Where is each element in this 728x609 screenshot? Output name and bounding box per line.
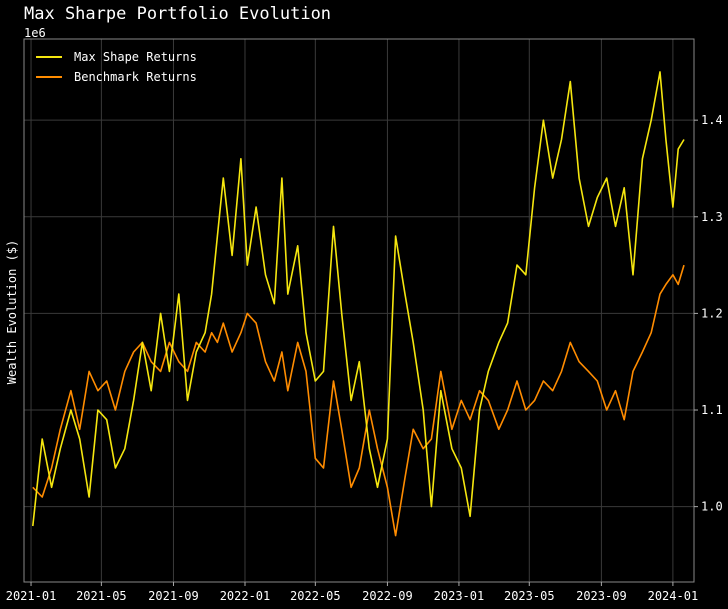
plot-frame (23, 38, 695, 583)
y-tick-label: 1.0 (701, 500, 723, 514)
y-tick-label: 1.1 (701, 403, 723, 417)
legend-label: Benchmark Returns (74, 70, 197, 84)
x-tick-label: 2021-05 (76, 589, 127, 603)
x-tick-label: 2022-01 (220, 589, 271, 603)
x-tick-label: 2022-05 (290, 589, 341, 603)
x-axis: 2021-01 2021-05 2021-09 2022-01 2022-05 2022-… (6, 582, 698, 603)
x-tick-label: 2021-01 (6, 589, 57, 603)
x-tick-label: 2023-09 (576, 589, 627, 603)
series-layer (32, 71, 685, 537)
x-tick-label: 2023-01 (434, 589, 485, 603)
x-tick-label: 2021-09 (148, 589, 199, 603)
y-tick-label: 1.2 (701, 306, 723, 320)
y-offset-label: 1e6 (24, 26, 46, 40)
x-tick-label: 2023-05 (504, 589, 555, 603)
x-tick-label: 2024-01 (648, 589, 699, 603)
chart-title: Max Sharpe Portfolio Evolution (24, 4, 332, 24)
series-line-max-shape-returns (32, 71, 685, 527)
y-axis: 1.0 1.1 1.2 1.3 1.4 (694, 113, 723, 514)
grid (24, 39, 694, 582)
y-tick-label: 1.4 (701, 113, 723, 127)
legend: Max Shape Returns Benchmark Returns (36, 50, 197, 84)
y-axis-label: Wealth Evolution ($) (5, 240, 19, 385)
series-line-benchmark-returns (32, 264, 685, 537)
x-tick-label: 2022-09 (362, 589, 413, 603)
y-tick-label: 1.3 (701, 210, 723, 224)
legend-label: Max Shape Returns (74, 50, 197, 64)
